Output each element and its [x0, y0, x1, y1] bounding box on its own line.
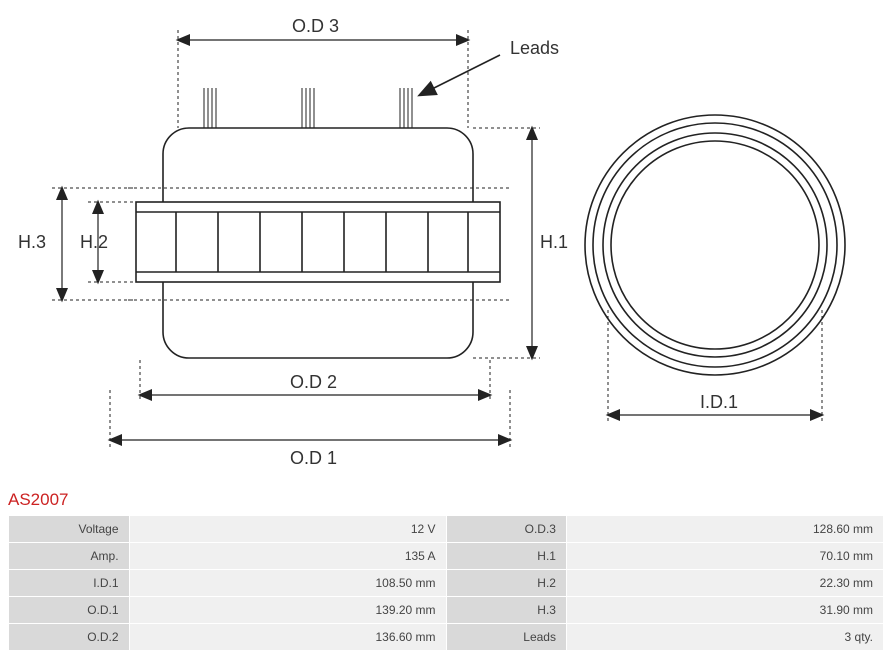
table-row: I.D.1108.50 mmH.222.30 mm: [9, 570, 883, 596]
spec-value: 136.60 mm: [130, 624, 446, 650]
label-id1: I.D.1: [700, 392, 738, 413]
spec-label: Voltage: [9, 516, 129, 542]
spec-value: 12 V: [130, 516, 446, 542]
spec-value: 108.50 mm: [130, 570, 446, 596]
spec-value: 139.20 mm: [130, 597, 446, 623]
spec-label: Leads: [447, 624, 566, 650]
technical-drawing: O.D 3 Leads H.1 H.2 H.3 O.D 2 O.D 1 I.D.…: [0, 0, 892, 490]
spec-value: 135 A: [130, 543, 446, 569]
label-leads: Leads: [510, 38, 559, 59]
spec-value: 31.90 mm: [567, 597, 883, 623]
part-number: AS2007: [8, 490, 69, 510]
label-h3: H.3: [18, 232, 46, 253]
label-h2: H.2: [80, 232, 108, 253]
table-row: Voltage12 VO.D.3128.60 mm: [9, 516, 883, 542]
label-od2: O.D 2: [290, 372, 337, 393]
label-od1: O.D 1: [290, 448, 337, 469]
winding-outer: [136, 202, 500, 282]
leads: [204, 88, 412, 128]
table-row: O.D.2136.60 mmLeads3 qty.: [9, 624, 883, 650]
spec-label: H.3: [447, 597, 566, 623]
spec-label: Amp.: [9, 543, 129, 569]
spec-value: 3 qty.: [567, 624, 883, 650]
spec-value: 22.30 mm: [567, 570, 883, 596]
leads-callout-arrow: [420, 55, 500, 95]
spec-label: O.D.1: [9, 597, 129, 623]
label-od3: O.D 3: [292, 16, 339, 37]
spec-label: H.2: [447, 570, 566, 596]
spec-label: O.D.2: [9, 624, 129, 650]
spec-label: O.D.3: [447, 516, 566, 542]
spec-label: H.1: [447, 543, 566, 569]
diagram-svg: [0, 0, 892, 490]
label-h1: H.1: [540, 232, 568, 253]
spec-table: Voltage12 VO.D.3128.60 mmAmp.135 AH.170.…: [8, 515, 884, 651]
spec-label: I.D.1: [9, 570, 129, 596]
top-view: [585, 115, 845, 375]
table-row: O.D.1139.20 mmH.331.90 mm: [9, 597, 883, 623]
spec-value: 128.60 mm: [567, 516, 883, 542]
spec-value: 70.10 mm: [567, 543, 883, 569]
table-row: Amp.135 AH.170.10 mm: [9, 543, 883, 569]
